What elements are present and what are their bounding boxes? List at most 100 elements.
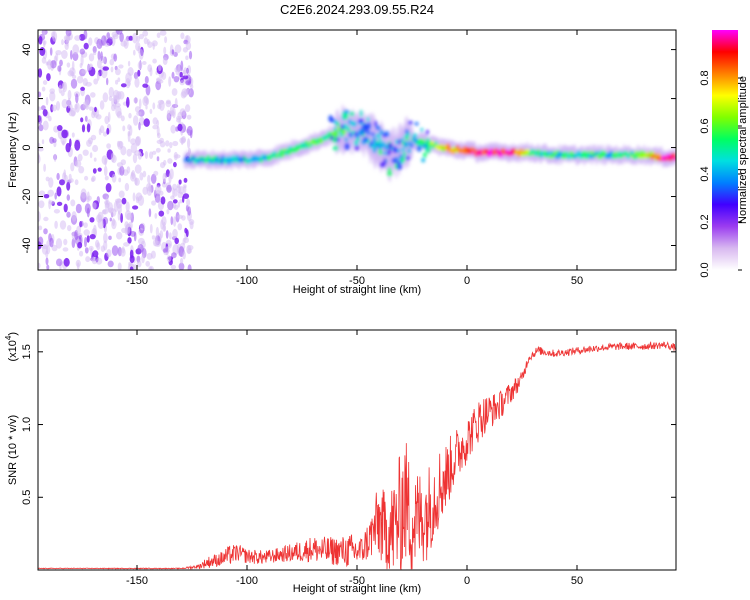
noise-blob: [66, 211, 71, 218]
noise-blob: [92, 51, 97, 56]
ridge-point: [430, 140, 435, 145]
noise-blob: [99, 125, 105, 134]
noise-blob: [111, 104, 116, 112]
ridge-point: [388, 148, 392, 153]
noise-blob: [66, 194, 71, 201]
noise-blob: [178, 179, 182, 185]
ridge-point: [409, 144, 414, 148]
noise-blob: [132, 192, 136, 202]
colorbar: 0.0 0.2 0.4 0.6 0.8 Normalized spectral ampl…: [699, 30, 749, 278]
noise-blob: [165, 246, 169, 256]
noise-blob: [173, 188, 178, 197]
y-tick-label: 1.0: [21, 417, 33, 432]
noise-blob: [84, 203, 91, 214]
noise-blob: [75, 161, 79, 167]
noise-blob: [167, 158, 173, 164]
ridge-blob: [405, 156, 411, 161]
noise-blob: [88, 106, 94, 111]
noise-blob: [154, 213, 158, 219]
noise-blob: [92, 144, 99, 153]
noise-blob: [138, 98, 142, 109]
noise-blob: [132, 153, 138, 164]
noise-blob: [42, 80, 48, 85]
noise-blob: [93, 157, 97, 162]
noise-blob: [133, 72, 139, 80]
noise-blob: [115, 102, 121, 108]
noise-blob: [172, 140, 179, 147]
ridge-blob: [408, 120, 413, 125]
noise-blob: [79, 250, 84, 257]
noise-blob: [38, 106, 42, 111]
noise-blob: [103, 232, 108, 244]
noise-blob: [57, 125, 63, 131]
spectrogram-panel: -150 -100 -50 0 50 -40 -20 0 20 40 Height of str…: [7, 29, 677, 296]
noise-blob: [169, 106, 174, 116]
noise-blob: [125, 72, 132, 84]
snr-series-line: [38, 341, 676, 570]
noise-blob: [110, 152, 115, 163]
noise-blob: [117, 203, 122, 215]
noise-blob: [84, 247, 89, 254]
noise-blob: [87, 64, 92, 71]
noise-blob: [80, 220, 84, 227]
x-tick-label: -150: [126, 575, 148, 587]
noise-blob: [43, 216, 49, 222]
noise-blob: [55, 50, 62, 56]
noise-blob: [154, 193, 161, 203]
ridge-blob: [354, 139, 359, 146]
noise-blob: [106, 143, 111, 149]
noise-blob: [77, 153, 83, 162]
noise-blob: [127, 60, 131, 67]
noise-blob: [108, 36, 113, 43]
noise-blob: [79, 48, 86, 55]
noise-blob: [152, 124, 159, 130]
noise-blob: [174, 97, 178, 109]
noise-blob: [156, 132, 161, 139]
snr-x-axis-label: Height of straight line (km): [293, 583, 421, 595]
noise-blob: [121, 197, 127, 205]
noise-blob: [188, 50, 193, 60]
noise-blob: [118, 64, 124, 69]
ridge-blob: [362, 136, 369, 142]
noise-blob: [85, 256, 91, 263]
noise-blob: [136, 260, 142, 268]
noise-blob: [111, 173, 117, 183]
noise-blob: [65, 142, 71, 153]
noise-blob: [96, 71, 100, 81]
noise-blob: [115, 30, 123, 35]
x-tick-label: -100: [236, 275, 258, 287]
colorbar-ticks: 0.0 0.2 0.4 0.6 0.8: [699, 70, 742, 278]
noise-blob: [152, 58, 157, 64]
noise-blob: [130, 230, 136, 237]
noise-blob: [176, 185, 181, 193]
noise-blob: [114, 198, 122, 203]
noise-blob: [166, 184, 172, 193]
ridge-blob: [427, 142, 431, 148]
noise-blob: [83, 222, 88, 228]
ridge-blob: [330, 135, 334, 141]
noise-blob: [147, 41, 153, 48]
ridge-blob: [329, 117, 335, 123]
noise-blob: [113, 53, 118, 62]
ridge-blob: [354, 145, 360, 151]
noise-blob: [56, 172, 60, 181]
noise-blob: [162, 172, 167, 182]
noise-blob: [53, 209, 61, 214]
ridge-point: [377, 134, 381, 139]
colorbar-tick-label: 0.8: [699, 70, 711, 85]
noise-blob: [145, 260, 150, 267]
noise-blob: [116, 162, 124, 168]
noise-blob: [39, 47, 46, 56]
noise-blob: [120, 83, 127, 88]
noise-blob: [38, 115, 43, 125]
noise-blob: [147, 174, 151, 184]
noise-blob: [84, 175, 89, 181]
noise-blob: [185, 41, 192, 51]
noise-blob: [190, 84, 194, 90]
noise-blob: [125, 201, 130, 212]
ridge-blob: [414, 122, 419, 126]
ridge-point: [342, 129, 346, 136]
noise-blob: [38, 68, 43, 78]
noise-blob: [102, 209, 107, 215]
noise-blob: [151, 235, 156, 240]
